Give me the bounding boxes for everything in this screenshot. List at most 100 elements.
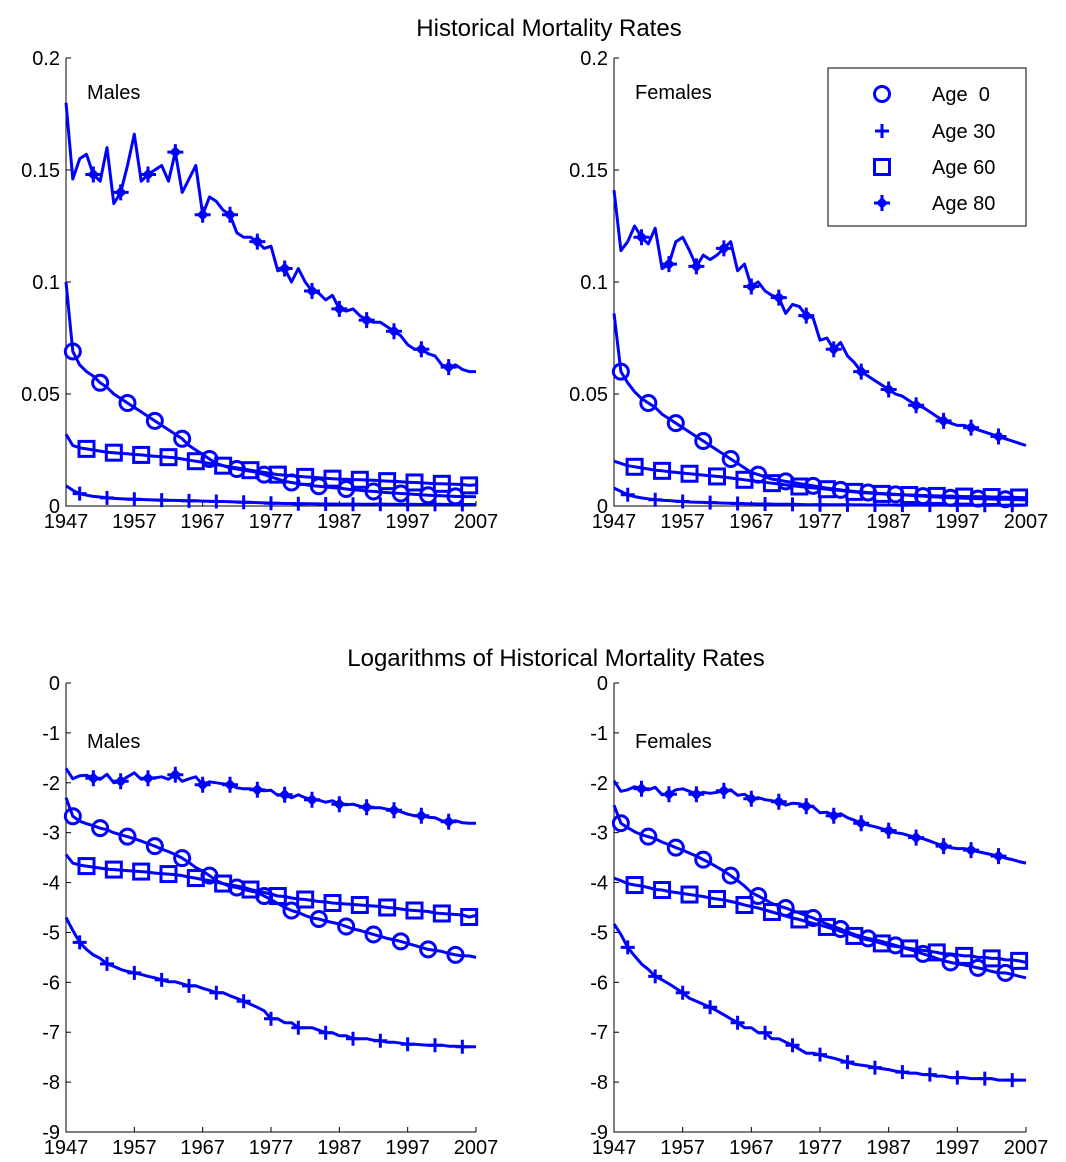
marker-circle xyxy=(282,901,301,920)
marker-plus xyxy=(648,969,663,984)
marker-square xyxy=(680,464,699,483)
marker-square xyxy=(735,470,754,489)
marker-square xyxy=(432,904,451,923)
marker-plus-diamond xyxy=(880,381,897,398)
series-square xyxy=(613,457,1029,507)
legend-label: Age 30 xyxy=(932,121,995,143)
marker-square xyxy=(900,486,919,505)
y-tick-label: 0.1 xyxy=(32,272,60,294)
marker-plus-diamond xyxy=(990,428,1007,445)
marker-plus-diamond xyxy=(413,341,430,358)
x-tick-label: 1967 xyxy=(180,1137,225,1159)
marker-plus xyxy=(400,1037,415,1052)
marker-square xyxy=(927,486,946,505)
marker-square xyxy=(214,456,233,475)
marker-plus-diamond xyxy=(249,781,266,798)
y-tick-label: -7 xyxy=(590,1022,608,1044)
marker-plus-diamond xyxy=(770,289,787,306)
y-tick-label: -3 xyxy=(42,823,60,845)
marker-square xyxy=(378,472,397,491)
series-line xyxy=(64,767,476,825)
marker-plus-diamond xyxy=(743,278,760,295)
legend: Age 0 Age 30 Age 60 Age 80 xyxy=(827,67,1027,227)
marker-plus xyxy=(264,496,278,511)
panel-females-rates: 0 0.05 0.1 0.15 0.2 1947 1957 1967 1977 1987 1997 2… xyxy=(569,48,1048,533)
x-tick-label: 1957 xyxy=(112,511,157,533)
series-square xyxy=(64,853,479,926)
marker-square xyxy=(350,896,369,915)
y-tick-label: 0.15 xyxy=(569,160,608,182)
marker-plus-diamond xyxy=(633,780,650,797)
marker-circle xyxy=(118,393,137,412)
marker-plus xyxy=(154,972,169,987)
marker-plus xyxy=(154,493,169,508)
figure-title-top: Historical Mortality Rates xyxy=(416,15,681,42)
y-tick-label: -5 xyxy=(42,922,60,944)
marker-square xyxy=(323,894,342,913)
marker-circle xyxy=(391,484,410,503)
marker-plus-diamond xyxy=(358,312,375,329)
x-tick-label: 1947 xyxy=(592,1137,637,1159)
marker-plus xyxy=(895,1065,910,1080)
marker-plus xyxy=(620,487,635,502)
y-tick-label: -8 xyxy=(42,1072,60,1094)
marker-plus xyxy=(182,493,196,508)
marker-plus xyxy=(209,494,224,509)
y-tick-label: -8 xyxy=(590,1072,608,1094)
y-tick-label: -3 xyxy=(590,823,608,845)
marker-square xyxy=(625,876,644,895)
marker-square xyxy=(214,874,233,893)
marker-plus xyxy=(455,1039,470,1054)
marker-square xyxy=(817,917,836,936)
x-tick-label: 1977 xyxy=(798,511,843,533)
y-tick-label: 0 xyxy=(597,673,608,695)
marker-plus xyxy=(813,497,827,512)
marker-plus xyxy=(813,1047,827,1062)
marker-square xyxy=(1010,951,1029,970)
marker-plus xyxy=(703,495,718,510)
marker-plus xyxy=(730,1015,745,1030)
marker-plus-diamond xyxy=(222,206,238,223)
marker-plus xyxy=(182,978,196,993)
y-tick-label: 0 xyxy=(597,496,608,518)
marker-plus xyxy=(703,1000,718,1015)
series-circle xyxy=(611,313,1027,509)
series-square xyxy=(64,433,479,495)
x-tick-label: 1967 xyxy=(729,511,774,533)
marker-plus-diamond xyxy=(963,419,980,436)
marker-plus xyxy=(291,496,306,511)
marker-plus xyxy=(100,956,114,971)
marker-plus-diamond xyxy=(825,341,842,358)
marker-plus xyxy=(977,1071,992,1086)
x-tick-label: 2007 xyxy=(1004,1137,1049,1159)
panel-males-rates: 0 0.05 0.1 0.15 0.2 1947 1957 1967 1977 1987 1997 2… xyxy=(21,48,498,533)
marker-square xyxy=(460,907,479,926)
marker-plus-diamond xyxy=(85,770,102,787)
marker-plus-diamond xyxy=(935,412,952,429)
marker-plus xyxy=(428,497,442,512)
marker-plus-diamond xyxy=(276,260,293,277)
x-tick-label: 2007 xyxy=(454,511,499,533)
marker-plus-diamond xyxy=(386,323,402,340)
legend-label: Age 0 xyxy=(932,84,990,106)
marker-plus xyxy=(264,1011,278,1026)
marker-plus xyxy=(236,994,251,1009)
marker-plus-diamond xyxy=(743,790,760,807)
legend-entry-age-0: Age 0 xyxy=(873,84,990,106)
marker-square xyxy=(323,469,342,488)
marker-plus-diamond xyxy=(715,782,732,799)
marker-plus-diamond xyxy=(276,786,293,803)
marker-plus-diamond xyxy=(167,144,184,161)
marker-square xyxy=(296,467,315,486)
marker-square xyxy=(405,473,424,492)
marker-plus-diamond xyxy=(331,300,348,317)
marker-circle xyxy=(91,373,110,392)
marker-plus-diamond xyxy=(770,793,787,810)
x-tick-label: 2007 xyxy=(1004,511,1049,533)
marker-square xyxy=(845,926,864,945)
legend-entry-age-60: Age 60 xyxy=(873,157,995,179)
marker-circle xyxy=(118,827,137,846)
marker-plus xyxy=(785,1038,800,1053)
y-tick-label: -1 xyxy=(590,723,608,745)
marker-circle xyxy=(446,945,465,964)
